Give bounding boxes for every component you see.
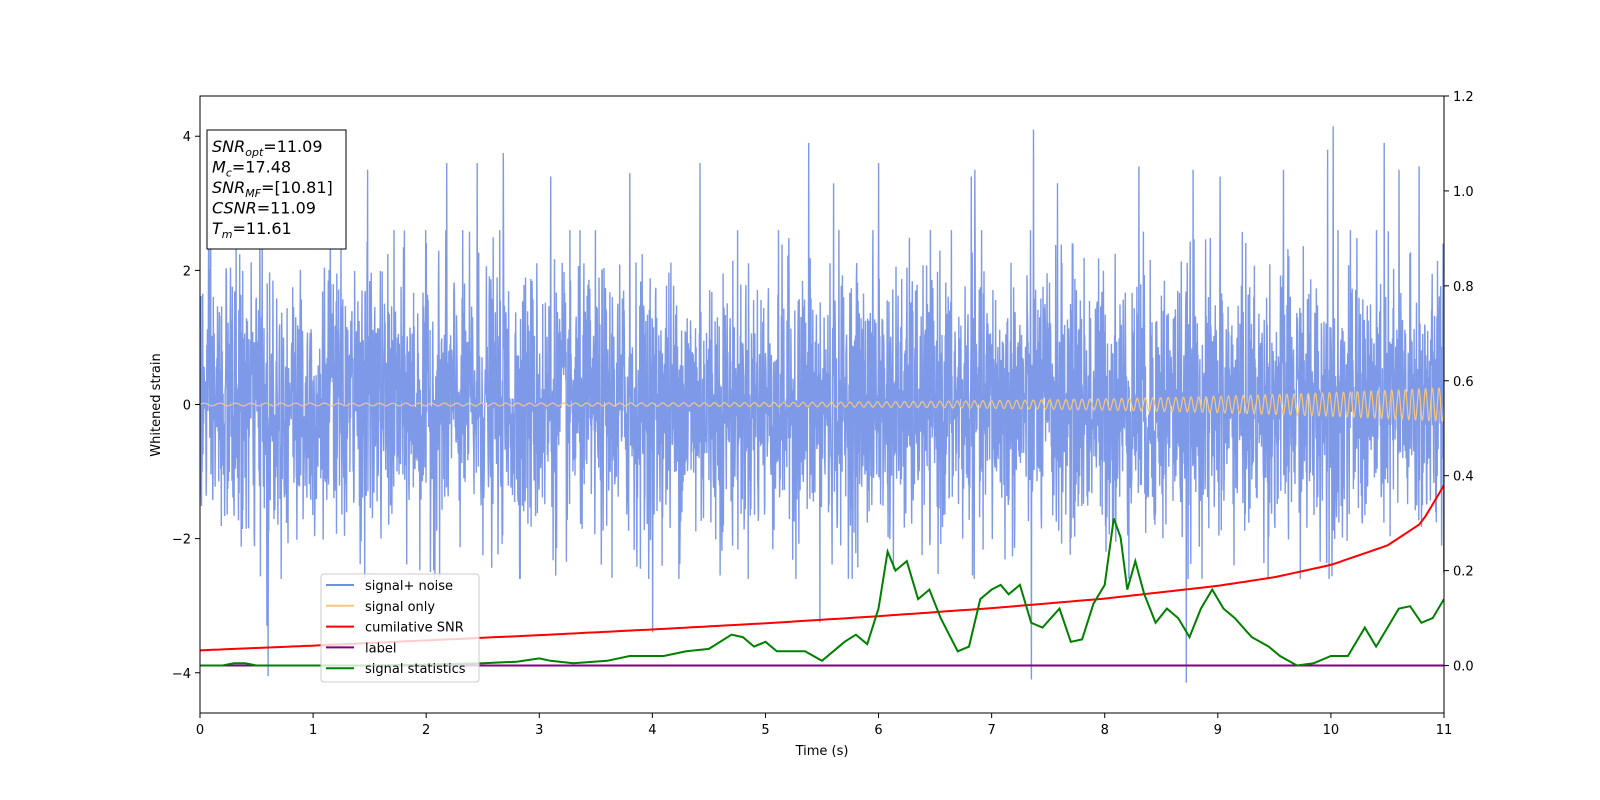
x-tick-label: 1	[309, 723, 317, 738]
y-right-tick-label: 0.8	[1453, 280, 1474, 295]
y-left-tick-label: 0	[183, 399, 191, 414]
info-box-frame	[206, 129, 347, 250]
legend-label-signal-noise: signal+ noise	[365, 579, 453, 594]
x-axis-label: Time (s)	[795, 744, 849, 759]
x-tick-label: 7	[987, 723, 995, 738]
x-tick-label: 9	[1214, 723, 1222, 738]
y-axis-label: Whitened strain	[149, 353, 164, 456]
legend-label-signal-only: signal only	[365, 600, 435, 615]
y-left-tick-label: 4	[183, 130, 191, 145]
info-line: SNRopt=11.09	[212, 137, 323, 159]
info-line: SNRMF=[10.81]	[212, 178, 333, 200]
x-tick-label: 5	[761, 723, 769, 738]
x-tick-label: 11	[1436, 723, 1453, 738]
y-right-tick-label: 0.2	[1453, 565, 1474, 580]
legend-label-cumilative-snr: cumilative SNR	[365, 621, 464, 636]
x-tick-label: 10	[1323, 723, 1340, 738]
info-line: Tm=11.61	[212, 219, 292, 241]
legend-label-signal-statistics: signal statistics	[365, 662, 466, 677]
x-tick-label: 8	[1101, 723, 1109, 738]
x-tick-label: 4	[648, 723, 656, 738]
y-right-tick-label: 0.0	[1453, 660, 1474, 675]
info-line: Mc=17.48	[212, 158, 291, 180]
info-box: SNRopt=11.09Mc=17.48SNRMF=[10.81]CSNR=11…	[206, 129, 347, 250]
y-right-tick-label: 1.2	[1453, 90, 1474, 105]
x-tick-label: 0	[196, 723, 204, 738]
legend-label-label: label	[365, 641, 396, 656]
legend-frame	[320, 573, 480, 683]
y-right-tick-label: 0.6	[1453, 375, 1474, 390]
info-line: CSNR=11.09	[212, 199, 316, 218]
y-left-tick-label: 2	[183, 264, 191, 279]
y-right-tick-label: 1.0	[1453, 185, 1474, 200]
x-tick-label: 6	[874, 723, 882, 738]
series-signal-only	[200, 387, 1444, 423]
y-left-tick-label: −2	[172, 533, 191, 548]
y-right-tick-label: 0.4	[1453, 470, 1474, 485]
legend: signal+ noise signal only cumilative SNR la…	[320, 573, 480, 683]
series-signal-statistics	[200, 518, 1444, 667]
x-tick-label: 2	[422, 723, 430, 738]
x-tick-label: 3	[535, 723, 543, 738]
y-left-tick-label: −4	[172, 667, 191, 682]
axes: 0 1 2 3 4 5 6 7 8 9 10 11 −4 −2 0 2 4 0.0 0.2 0.4 0.6 0.8 1.0 1…	[172, 90, 1474, 738]
series-signal-noise	[200, 126, 1444, 683]
